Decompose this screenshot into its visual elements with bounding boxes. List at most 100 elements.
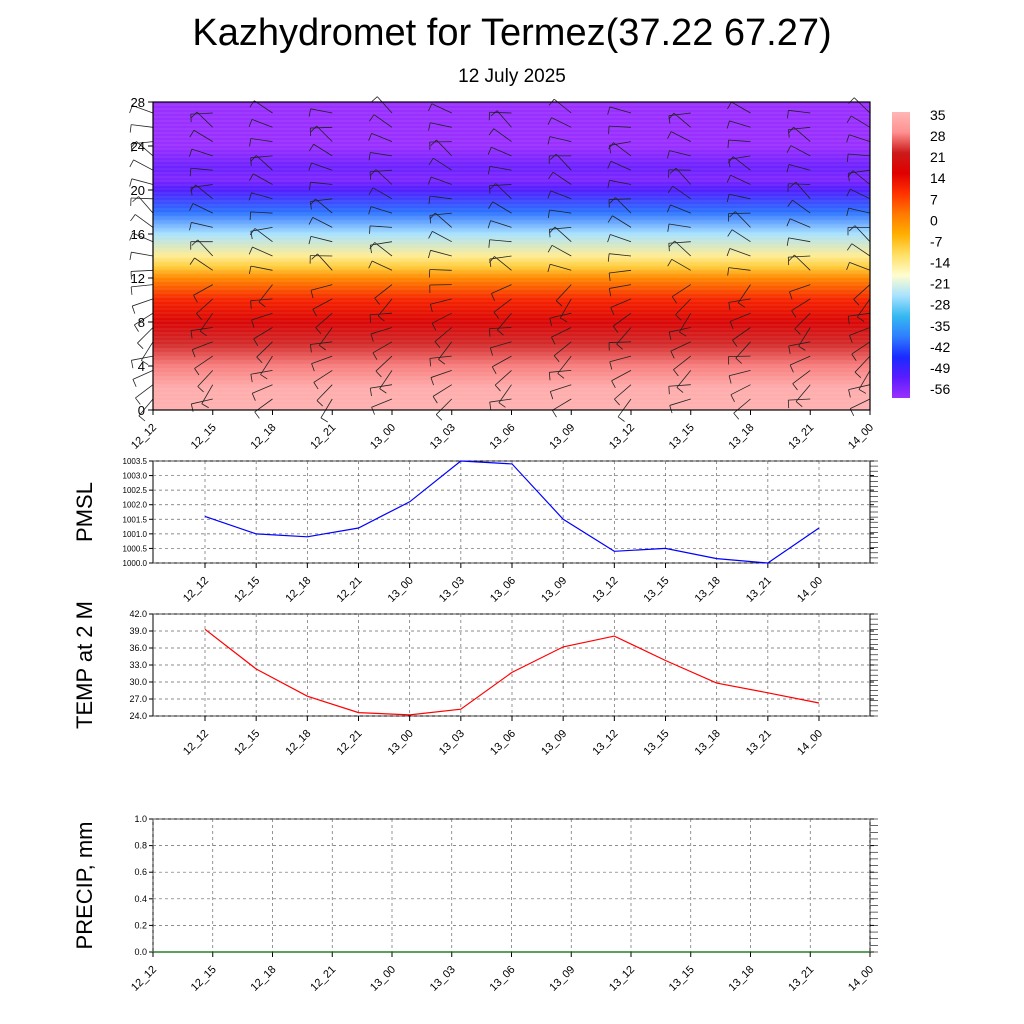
wind-barb	[250, 138, 273, 142]
x-tick-label: 13_18	[727, 422, 757, 452]
wind-barb	[848, 169, 871, 174]
wind-barb-flag	[249, 138, 252, 147]
wind-barb-flag	[488, 239, 490, 248]
wind-barb-flag	[369, 388, 372, 397]
wind-barb	[793, 126, 811, 142]
wind-barb	[788, 126, 811, 130]
pmsl-x-tick-label: 12_18	[283, 575, 313, 605]
wind-barb-flag	[557, 373, 565, 379]
wind-barb	[250, 155, 273, 159]
wind-barb	[492, 355, 512, 368]
wind-barb-flag	[667, 185, 674, 193]
wind-barb-flag	[310, 344, 312, 353]
wind-barb	[191, 148, 213, 157]
wind-barb	[310, 126, 333, 129]
wind-barb	[370, 241, 393, 246]
wind-barb-flag	[547, 264, 551, 273]
wind-barb	[795, 181, 811, 200]
wind-barb-flag	[798, 345, 806, 351]
wind-barb	[551, 117, 572, 128]
wind-barb	[371, 398, 393, 408]
wind-barb-flag	[607, 234, 611, 243]
wind-barb	[130, 197, 154, 200]
wind-barb-flag	[248, 246, 253, 255]
wind-barb-flag	[846, 243, 853, 251]
colorbar-label: 28	[930, 128, 946, 144]
wind-barb	[436, 139, 453, 157]
wind-barb-flag	[189, 130, 195, 138]
wind-barb-flag	[191, 349, 196, 358]
wind-barb-flag	[607, 215, 613, 223]
precip-x-tick-label: 14_00	[846, 964, 876, 994]
wind-barb-flag	[498, 402, 506, 408]
temp2m-x-tick-label: 12_21	[335, 728, 365, 758]
wind-barb-flag	[372, 352, 378, 360]
wind-barb	[374, 242, 393, 257]
wind-barb-flag	[254, 411, 260, 419]
wind-barb-flag	[312, 309, 317, 317]
precip-y-tick-label: 1.0	[134, 814, 147, 824]
x-tick-label: 14_00	[846, 422, 876, 452]
wind-barb-flag	[786, 237, 789, 246]
wind-barb	[252, 246, 273, 257]
wind-barb-flag	[310, 290, 314, 299]
wind-barb-flag	[308, 217, 314, 225]
wind-barb-flag	[375, 370, 382, 378]
wind-barb	[495, 183, 512, 200]
wind-barb	[610, 298, 632, 308]
wind-barb	[489, 184, 512, 187]
pmsl-y-tick-label: 1002.5	[123, 486, 148, 495]
wind-barb	[493, 298, 512, 313]
wind-barb-flag	[371, 96, 378, 103]
wind-barb-flag	[548, 372, 551, 381]
wind-barb-flag	[250, 374, 253, 383]
wind-barb-flag	[131, 360, 134, 369]
wind-barb	[551, 244, 572, 257]
wind-barb	[555, 153, 572, 171]
wind-barb	[612, 215, 632, 228]
wind-barb-flag	[547, 136, 551, 145]
wind-barb	[552, 171, 572, 185]
temp2m-x-tick-label: 12_18	[283, 728, 313, 758]
wind-barb-flag	[787, 110, 789, 119]
wind-barb-flag	[191, 111, 198, 119]
wind-barb-flag	[729, 321, 734, 330]
wind-barb-flag	[728, 159, 731, 168]
wind-barb	[432, 231, 452, 243]
wind-barb-flag	[788, 126, 794, 134]
wind-barb-flag	[792, 383, 798, 391]
wind-barb	[137, 327, 154, 344]
wind-barb-flag	[488, 166, 491, 175]
wind-barb	[310, 235, 333, 243]
wind-barb	[370, 169, 393, 173]
wind-barb	[610, 234, 632, 243]
wind-barb-flag	[308, 108, 312, 117]
wind-barb	[250, 298, 273, 302]
wind-barb	[670, 341, 691, 352]
wind-barb-flag	[789, 181, 797, 188]
wind-barb	[253, 173, 273, 185]
wind-barb-flag	[787, 199, 793, 207]
temp2m-y-tick-label: 30.0	[129, 677, 147, 687]
wind-barb-flag	[137, 342, 144, 349]
wind-barb	[550, 190, 572, 200]
temp2m-x-tick-label: 13_06	[488, 728, 518, 758]
wind-barb-flag	[129, 232, 134, 241]
wind-barb	[729, 312, 751, 322]
wind-barb-flag	[369, 245, 372, 254]
wind-barb	[672, 284, 691, 297]
y-tick-label: 4	[138, 359, 145, 374]
wind-barb	[132, 105, 154, 114]
wind-barb	[609, 355, 632, 363]
colorbar-label: 35	[930, 107, 946, 123]
wind-barb-flag	[617, 416, 625, 422]
wind-barb	[197, 370, 214, 387]
wind-barb-flag	[435, 414, 443, 421]
temp2m-frame	[152, 613, 871, 717]
precip-y-tick-label: 0.4	[134, 894, 147, 904]
wind-barb-flag	[614, 398, 620, 406]
wind-barb-flag	[248, 266, 252, 275]
wind-barb	[197, 239, 214, 257]
wind-barb-flag	[786, 164, 790, 173]
wind-barb-flag	[194, 368, 200, 376]
